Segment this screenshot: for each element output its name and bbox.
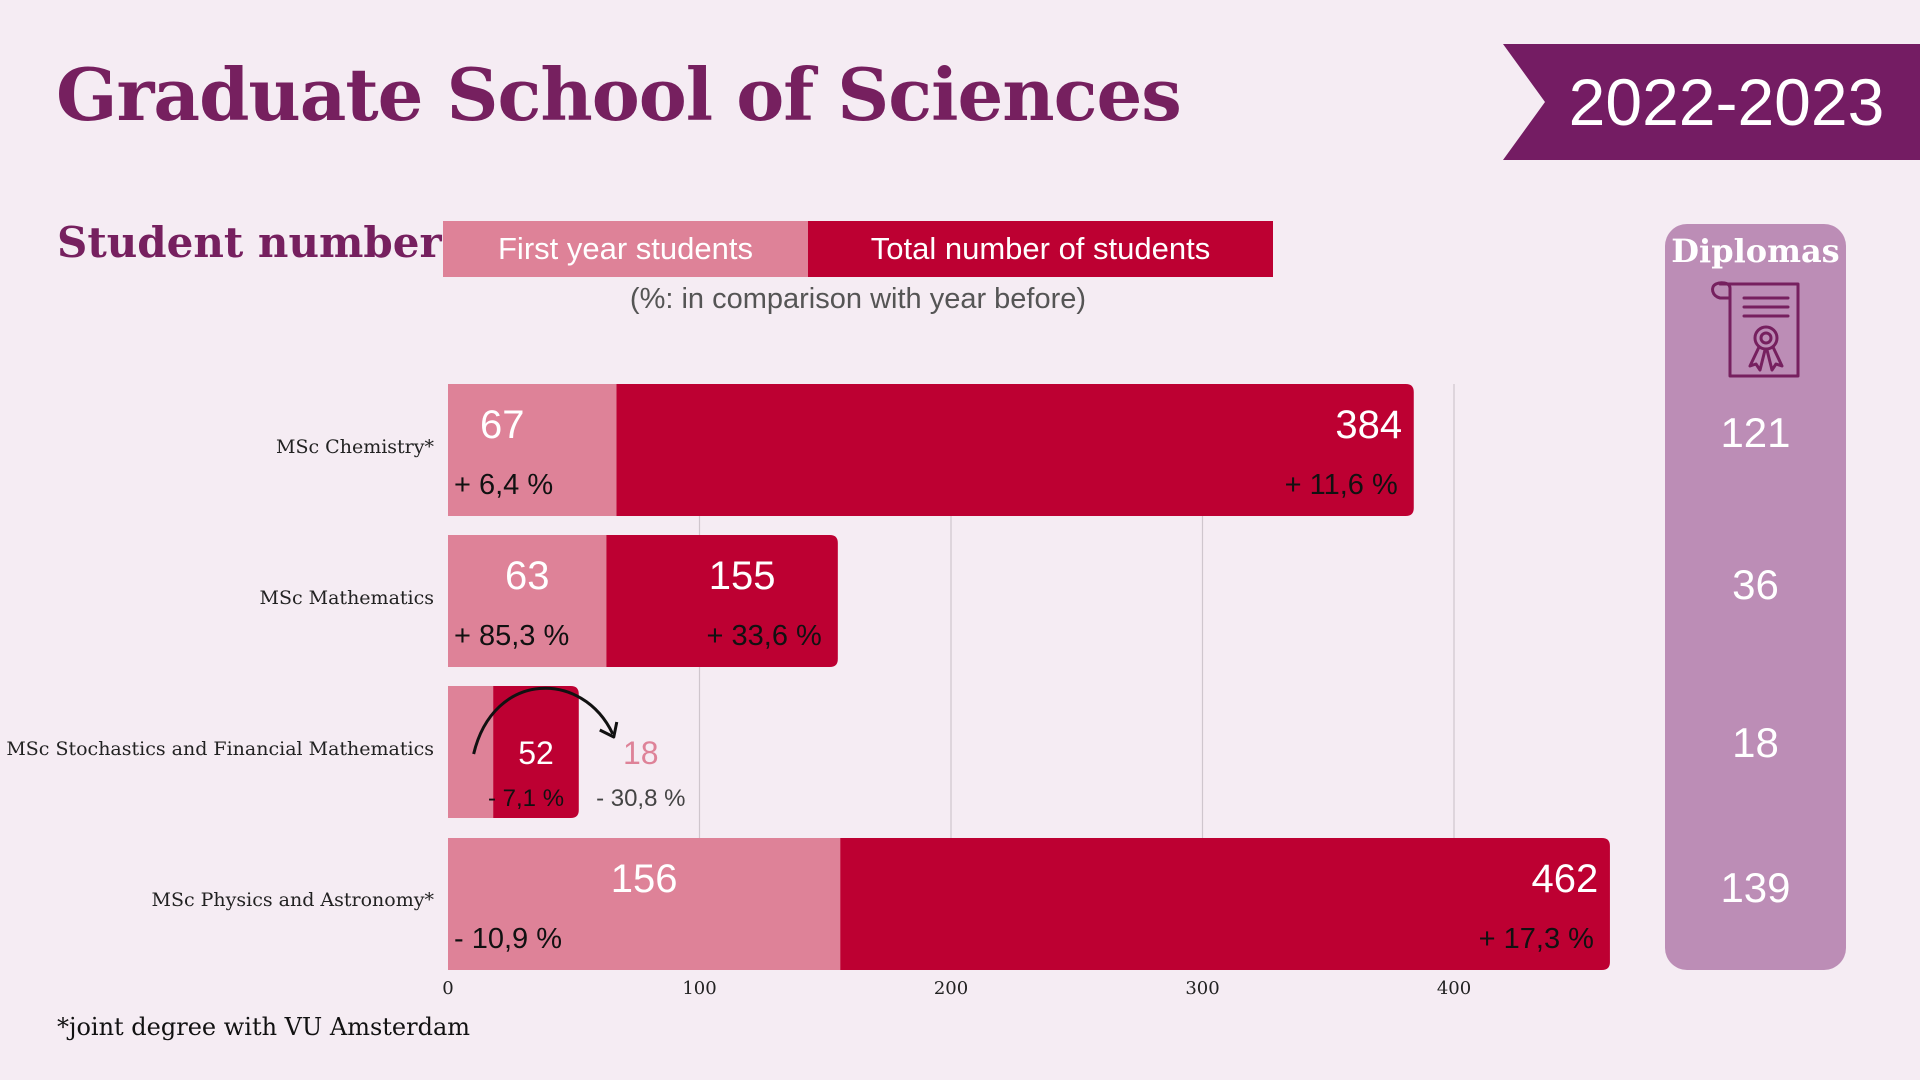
diploma-count: 18 [1732,719,1779,766]
legend-total-students: Total number of students [808,221,1273,277]
total-value: 462 [1532,857,1599,901]
category-label: MSc Chemistry* [276,436,434,458]
x-tick-label: 400 [1437,978,1471,999]
diploma-count: 36 [1732,561,1779,608]
first-year-change: - 10,9 % [454,923,562,955]
x-tick-label: 0 [442,978,453,999]
banner-shape [1503,44,1920,160]
total-value: 384 [1335,403,1402,447]
first-year-change: + 85,3 % [454,620,569,652]
total-change: - 7,1 % [488,785,564,812]
x-tick-label: 200 [934,978,968,999]
first-year-bar [448,384,617,516]
first-year-change: + 6,4 % [454,469,553,501]
x-tick-label: 300 [1185,978,1219,999]
diploma-count: 139 [1720,864,1791,911]
annotation-arrowhead [599,721,619,739]
first-year-change: - 30,8 % [596,785,685,812]
annotation-arrow [472,686,615,755]
first-year-value: 18 [623,735,659,771]
category-label: MSc Mathematics [259,587,435,609]
legend-first-year: First year students [443,221,808,277]
first-year-value: 63 [505,554,550,598]
year-banner: 2022-2023 [1503,44,1920,160]
first-year-value: 67 [480,403,525,447]
total-value: 52 [518,735,554,771]
year-label: 2022-2023 [1568,65,1885,139]
first-year-bar [448,686,494,818]
student-bar-chart: 67 + 6,4 % 384 + 11,6 % 63 + 85,3 % 155 + 33,6 … [442,384,1610,999]
first-year-bar [448,838,841,970]
total-bar [448,384,1414,516]
category-label: MSc Stochastics and Financial Mathematic… [6,738,434,760]
first-year-bar [448,535,607,667]
first-year-value: 156 [611,857,678,901]
footnote: *joint degree with VU Amsterdam [57,1013,471,1041]
diplomas-panel: Diplomas 121 36 18 139 [1665,224,1846,970]
legend-note: (%: in comparison with year before) [629,283,1087,315]
total-value: 155 [709,554,776,598]
diploma-icon [1711,281,1800,378]
total-change: + 17,3 % [1479,923,1594,955]
diploma-count: 121 [1720,409,1791,456]
page-title: Graduate School of Sciences [56,52,1182,137]
category-label: MSc Physics and Astronomy* [151,889,435,911]
diplomas-title: Diplomas [1671,232,1840,270]
section-title: Student numbers [57,218,466,267]
x-tick-label: 100 [682,978,716,999]
total-change: + 11,6 % [1285,469,1398,501]
total-change: + 33,6 % [707,620,822,652]
